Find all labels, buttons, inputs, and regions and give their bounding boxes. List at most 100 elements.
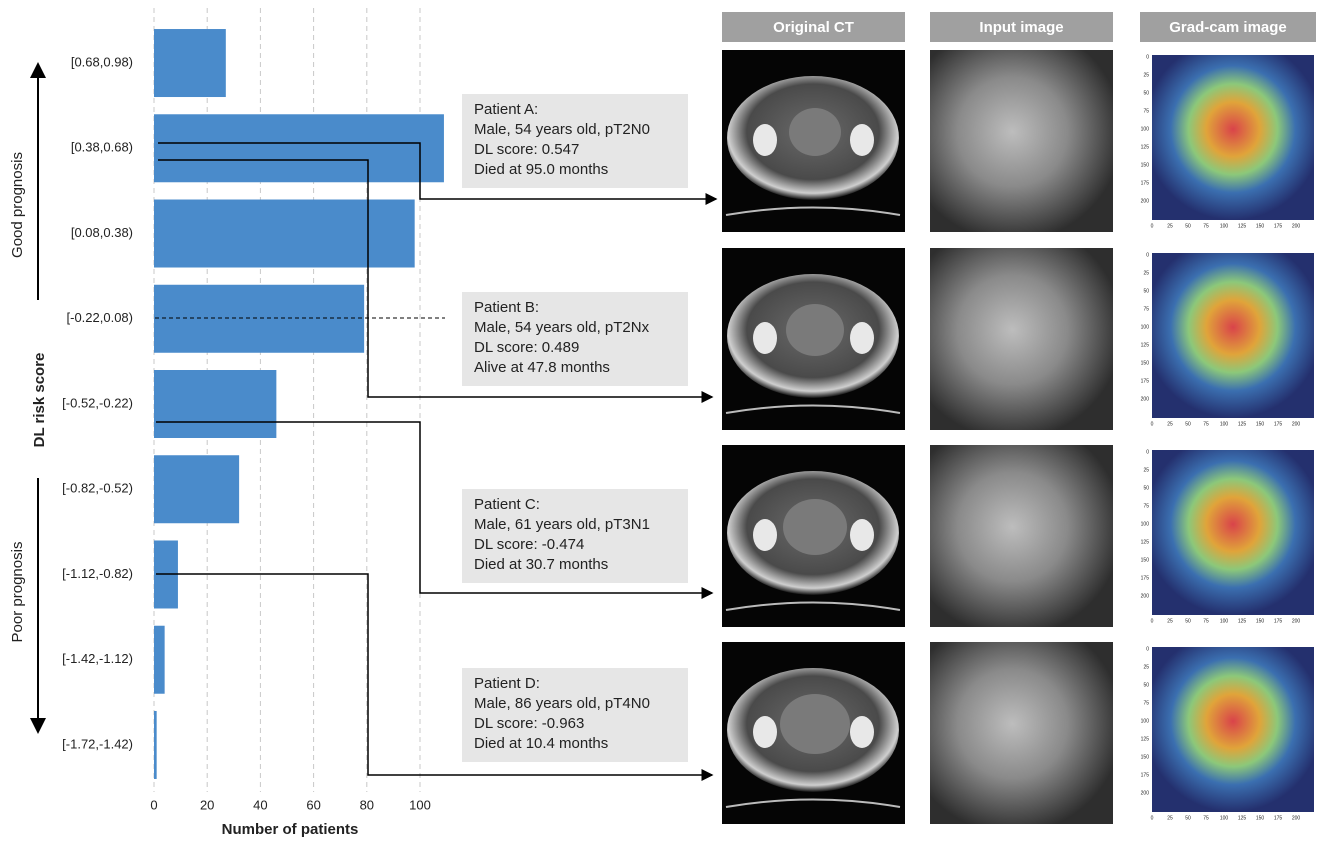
input-image	[930, 50, 1113, 232]
gradcam-x-tick: 25	[1167, 618, 1173, 624]
gradcam-y-tick: 50	[1143, 288, 1149, 294]
gradcam-y-tick: 75	[1143, 306, 1149, 312]
gradcam-y-tick: 25	[1143, 467, 1149, 473]
patient-info: Male, 54 years old, pT2N0	[474, 121, 650, 138]
bar	[154, 370, 276, 438]
y-tick-label: [-0.82,-0.52)	[62, 481, 133, 496]
gradcam-y-tick: 200	[1141, 198, 1150, 204]
patient-title: Patient B:	[474, 299, 539, 316]
ct-bone	[753, 519, 777, 551]
gradcam-x-tick: 75	[1203, 815, 1209, 821]
ct-bone	[753, 124, 777, 156]
gradcam-y-tick: 150	[1141, 754, 1150, 760]
gradcam-x-tick: 100	[1220, 421, 1229, 427]
gradcam-x-tick: 200	[1292, 618, 1301, 624]
patient-info: DL score: 0.489	[474, 339, 579, 356]
gradcam-x-tick: 25	[1167, 421, 1173, 427]
gradcam-y-tick: 175	[1141, 180, 1150, 186]
patient-info: Male, 54 years old, pT2Nx	[474, 319, 650, 336]
gradcam-y-tick: 150	[1141, 162, 1150, 168]
input-image	[930, 248, 1113, 430]
gradcam-y-tick: 200	[1141, 396, 1150, 402]
gradcam-x-tick: 25	[1167, 223, 1173, 229]
gradcam-x-tick: 125	[1238, 421, 1247, 427]
gradcam-x-tick: 200	[1292, 421, 1301, 427]
bar	[154, 711, 157, 779]
good-label: Good prognosis	[9, 152, 26, 258]
bar	[154, 455, 239, 523]
ct-bone	[850, 322, 874, 354]
y-axis-title: DL risk score	[31, 353, 48, 448]
gradcam-x-tick: 125	[1238, 223, 1247, 229]
ct-bone	[753, 322, 777, 354]
x-tick-label: 60	[306, 797, 320, 812]
patient-title: Patient D:	[474, 675, 540, 692]
gradcam-y-tick: 125	[1141, 736, 1150, 742]
y-tick-label: [0.38,0.68)	[71, 140, 133, 155]
y-tick-label: [-1.12,-0.82)	[62, 566, 133, 581]
patient-info: Died at 95.0 months	[474, 161, 608, 178]
gradcam-y-tick: 75	[1143, 700, 1149, 706]
patient-title: Patient C:	[474, 496, 540, 513]
gradcam-image	[1152, 55, 1314, 220]
poor-label: Poor prognosis	[9, 542, 26, 643]
ct-bladder	[786, 304, 844, 356]
x-tick-label: 20	[200, 797, 214, 812]
bar	[154, 114, 444, 182]
ct-bladder	[780, 694, 850, 754]
gradcam-y-tick: 75	[1143, 108, 1149, 114]
gradcam-x-tick: 50	[1185, 421, 1191, 427]
gradcam-x-tick: 100	[1220, 223, 1229, 229]
gradcam-image	[1152, 450, 1314, 615]
gradcam-x-tick: 125	[1238, 618, 1247, 624]
gradcam-x-tick: 75	[1203, 421, 1209, 427]
input-image	[930, 445, 1113, 627]
gradcam-x-tick: 50	[1185, 618, 1191, 624]
column-header: Original CT	[773, 19, 854, 36]
gradcam-y-tick: 0	[1146, 54, 1149, 60]
x-tick-label: 40	[253, 797, 267, 812]
gradcam-x-tick: 150	[1256, 618, 1265, 624]
ct-bone	[850, 716, 874, 748]
gradcam-x-tick: 150	[1256, 223, 1265, 229]
gradcam-y-tick: 0	[1146, 252, 1149, 258]
patient-info: DL score: -0.963	[474, 715, 584, 732]
y-tick-label: [-0.22,0.08)	[67, 310, 134, 325]
gradcam-image	[1152, 253, 1314, 418]
gradcam-y-tick: 0	[1146, 449, 1149, 455]
gradcam-y-tick: 50	[1143, 90, 1149, 96]
y-tick-label: [-0.52,-0.22)	[62, 395, 133, 410]
gradcam-y-tick: 100	[1141, 718, 1150, 724]
gradcam-y-tick: 25	[1143, 270, 1149, 276]
gradcam-y-tick: 125	[1141, 144, 1150, 150]
bar	[154, 29, 226, 97]
gradcam-x-tick: 200	[1292, 815, 1301, 821]
y-tick-label: [0.08,0.38)	[71, 225, 133, 240]
gradcam-y-tick: 150	[1141, 360, 1150, 366]
gradcam-x-tick: 150	[1256, 421, 1265, 427]
gradcam-x-tick: 175	[1274, 815, 1283, 821]
y-tick-label: [0.68,0.98)	[71, 54, 133, 69]
patient-info: DL score: -0.474	[474, 536, 584, 553]
column-header: Grad-cam image	[1169, 19, 1287, 36]
gradcam-y-tick: 150	[1141, 557, 1150, 563]
patient-info: Died at 10.4 months	[474, 735, 608, 752]
patient-info: Male, 86 years old, pT4N0	[474, 695, 650, 712]
gradcam-y-tick: 50	[1143, 682, 1149, 688]
gradcam-x-tick: 200	[1292, 223, 1301, 229]
gradcam-y-tick: 125	[1141, 539, 1150, 545]
gradcam-x-tick: 0	[1151, 421, 1154, 427]
gradcam-x-tick: 25	[1167, 815, 1173, 821]
x-tick-label: 100	[409, 797, 431, 812]
x-axis-title: Number of patients	[222, 821, 359, 838]
gradcam-x-tick: 125	[1238, 815, 1247, 821]
gradcam-y-tick: 200	[1141, 593, 1150, 599]
gradcam-x-tick: 75	[1203, 618, 1209, 624]
ct-bone	[753, 716, 777, 748]
gradcam-x-tick: 175	[1274, 618, 1283, 624]
gradcam-x-tick: 0	[1151, 618, 1154, 624]
gradcam-y-tick: 175	[1141, 378, 1150, 384]
gradcam-y-tick: 0	[1146, 646, 1149, 652]
gradcam-y-tick: 25	[1143, 72, 1149, 78]
bar	[154, 285, 364, 353]
